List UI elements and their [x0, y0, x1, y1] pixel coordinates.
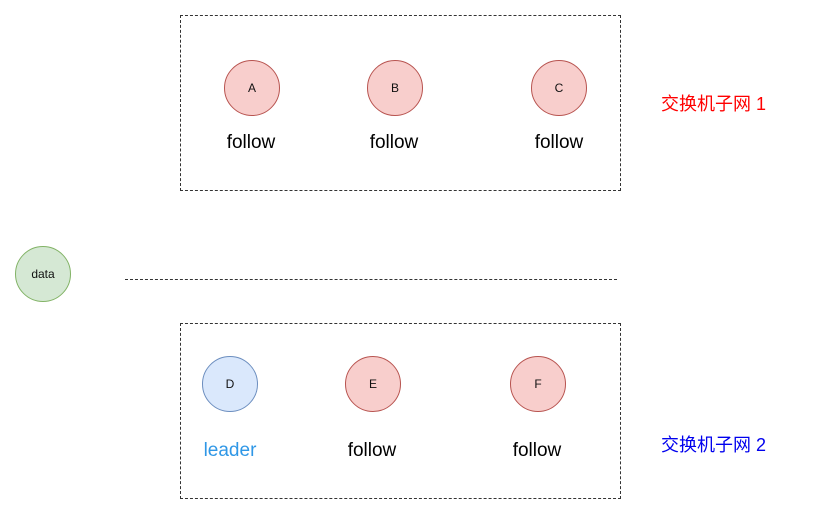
node-b: B	[367, 60, 423, 116]
node-b-role: follow	[369, 132, 419, 153]
subnet-1-label: 交换机子网 1	[661, 94, 767, 114]
node-a-role: follow	[226, 132, 276, 153]
subnet-2-box	[180, 323, 621, 499]
node-c: C	[531, 60, 587, 116]
node-c-label: C	[554, 81, 564, 95]
node-f-label: F	[534, 377, 542, 391]
subnet-divider	[125, 279, 617, 280]
subnet-1-box	[180, 15, 621, 191]
node-c-role: follow	[534, 132, 584, 153]
node-a-label: A	[247, 81, 256, 95]
node-e-label: E	[368, 377, 377, 391]
node-a: A	[224, 60, 280, 116]
data-node-label: data	[31, 267, 55, 281]
data-node: data	[15, 246, 71, 302]
node-d-role: leader	[203, 440, 257, 461]
subnet-2-label: 交换机子网 2	[661, 435, 767, 455]
node-e-role: follow	[347, 440, 397, 461]
node-f-role: follow	[512, 440, 562, 461]
node-e: E	[345, 356, 401, 412]
node-b-label: B	[390, 81, 399, 95]
node-d: D	[202, 356, 258, 412]
node-f: F	[510, 356, 566, 412]
node-d-label: D	[225, 377, 235, 391]
